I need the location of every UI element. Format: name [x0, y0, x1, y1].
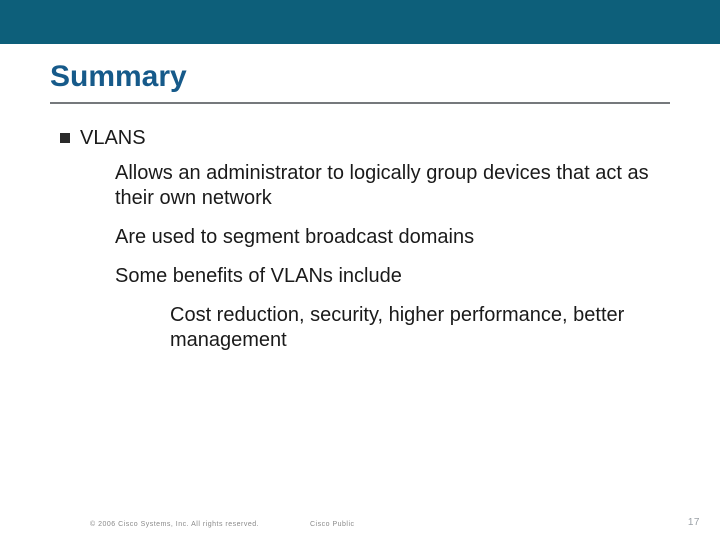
bullet-level1-text: VLANS: [80, 127, 146, 149]
bullet-level2: Allows an administrator to logically gro…: [115, 161, 670, 211]
slide-title: Summary: [50, 60, 187, 94]
bullet-level2: Are used to segment broadcast domains: [115, 225, 670, 250]
footer-page-number: 17: [688, 517, 700, 528]
square-bullet-icon: [60, 133, 70, 143]
bullet-level2: Some benefits of VLANs include: [115, 264, 670, 289]
slide-footer: © 2006 Cisco Systems, Inc. All rights re…: [0, 512, 720, 528]
footer-classification: Cisco Public: [310, 521, 355, 528]
bullet-level3: Cost reduction, security, higher perform…: [170, 303, 670, 353]
bullet-level1: VLANS: [60, 126, 670, 151]
title-underline: [50, 102, 670, 104]
slide-body: VLANS Allows an administrator to logical…: [60, 120, 670, 363]
brand-top-bar: [0, 0, 720, 44]
footer-copyright: © 2006 Cisco Systems, Inc. All rights re…: [90, 521, 259, 528]
